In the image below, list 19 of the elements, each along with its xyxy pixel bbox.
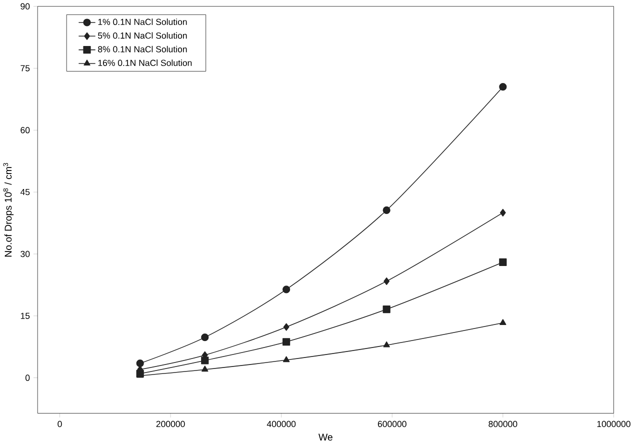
x-tick-label: 1000000 <box>597 420 630 428</box>
x-axis-title: We <box>318 434 332 441</box>
y-tick-label: 75 <box>20 65 30 72</box>
y-tick-label: 60 <box>20 127 30 134</box>
x-tick-label: 400000 <box>266 420 296 428</box>
legend-label: 16% 0.1N NaCl Solution <box>98 60 192 66</box>
y-tick-label: 30 <box>20 250 30 258</box>
x-tick-label: 200000 <box>156 420 185 428</box>
x-tick-label: 800000 <box>488 420 518 428</box>
legend-label: 1% 0.1N NaCl Solution <box>98 18 187 26</box>
x-tick-label: 600000 <box>378 420 406 428</box>
y-tick-label: 45 <box>20 189 30 196</box>
y-tick-label: 0 <box>25 374 30 381</box>
legend-label: 8% 0.1N NaCl Solution <box>98 46 187 52</box>
y-tick-label: 90 <box>20 3 30 10</box>
y-axis-title: No.of Drops 10$^{8}$ / cm$^{3}$ <box>3 163 14 257</box>
y-tick-label: 15 <box>20 312 30 320</box>
x-tick-label: 0 <box>58 420 62 428</box>
legend-label: 5% 0.1N NaCl Solution <box>98 32 187 39</box>
